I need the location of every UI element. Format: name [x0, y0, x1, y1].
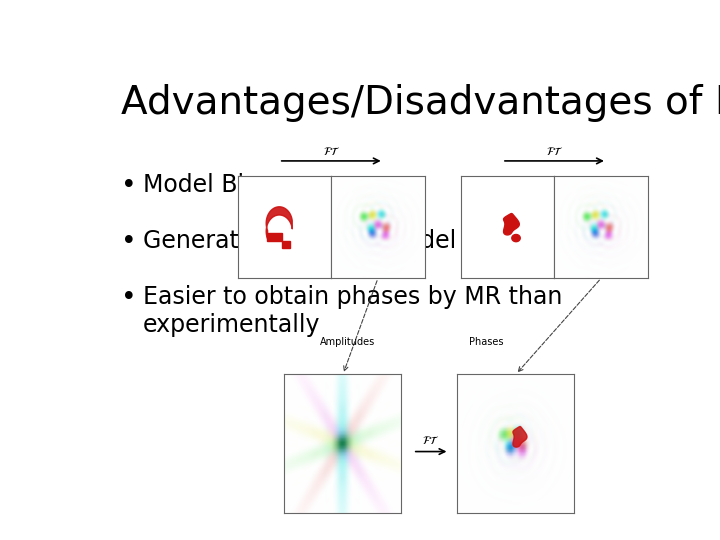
Text: •: • — [121, 173, 136, 199]
Polygon shape — [266, 233, 282, 241]
Text: Amplitudes: Amplitudes — [320, 338, 374, 348]
Text: Model Bias: Model Bias — [143, 173, 271, 197]
Polygon shape — [503, 213, 519, 235]
Text: Advantages/Disadvantages of MR: Advantages/Disadvantages of MR — [121, 84, 720, 122]
Text: Phases: Phases — [469, 338, 503, 348]
Text: •: • — [121, 285, 136, 311]
Text: Generates an initial model for refinement: Generates an initial model for refinemen… — [143, 229, 634, 253]
Text: $\mathcal{FT}$: $\mathcal{FT}$ — [546, 145, 563, 157]
Text: Easier to obtain phases by MR than
experimentally: Easier to obtain phases by MR than exper… — [143, 285, 562, 337]
Polygon shape — [282, 241, 290, 248]
Text: $\mathcal{FT}$: $\mathcal{FT}$ — [323, 145, 340, 157]
Text: $\mathcal{FT}$: $\mathcal{FT}$ — [423, 434, 440, 445]
Text: •: • — [121, 229, 136, 255]
Polygon shape — [512, 234, 521, 242]
Polygon shape — [513, 427, 527, 447]
